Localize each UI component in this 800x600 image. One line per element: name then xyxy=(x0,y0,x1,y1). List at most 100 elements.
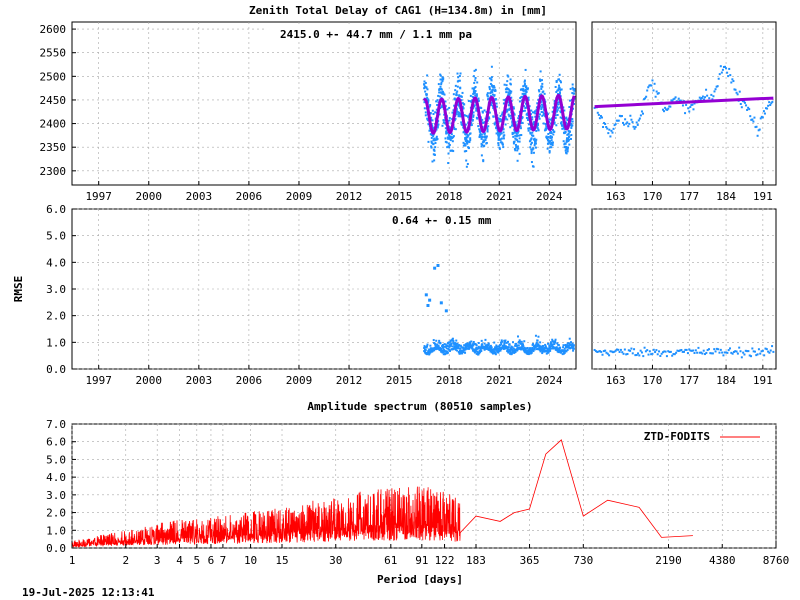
ztd-point xyxy=(532,123,535,126)
rmse-point xyxy=(520,346,523,349)
rmse-zoom-point xyxy=(704,353,707,356)
rmse-zoom-point xyxy=(626,352,629,355)
ztd-zoom-point xyxy=(657,92,660,95)
ztd-point xyxy=(522,105,525,108)
ztd-point xyxy=(438,91,441,94)
ztd-point xyxy=(431,119,434,122)
ztd-point xyxy=(507,113,510,116)
rmse-point xyxy=(557,344,560,347)
ztd-point xyxy=(515,138,518,141)
rmse-xtick-label: 2024 xyxy=(536,374,563,387)
ztd-point xyxy=(538,90,541,93)
ztd-point xyxy=(502,135,505,138)
rmse-point xyxy=(444,345,447,348)
ztd-point xyxy=(465,159,468,162)
rmse-point xyxy=(567,344,570,347)
ztd-zoom-point xyxy=(620,115,623,118)
ztd-point xyxy=(469,132,472,135)
rmse-outlier xyxy=(436,264,440,267)
spectrum-xtick-label: 3 xyxy=(154,554,161,567)
rmse-zoom-point xyxy=(597,350,600,353)
ztd-point xyxy=(479,130,482,133)
ztd-point xyxy=(443,93,446,96)
ztd-point xyxy=(472,114,475,117)
ztd-point xyxy=(513,113,516,116)
ztd-point xyxy=(534,112,537,115)
ztd-zoom-point xyxy=(747,106,750,109)
ztd-point xyxy=(455,109,458,112)
rmse-zoom-point xyxy=(690,349,693,352)
ztd-zoom-point xyxy=(649,84,652,87)
ztd-point xyxy=(481,111,484,114)
rmse-point xyxy=(509,349,512,352)
spectrum-title: Amplitude spectrum (80510 samples) xyxy=(307,400,532,413)
ztd-point xyxy=(424,85,427,88)
ztd-zoom-point xyxy=(756,134,759,137)
rmse-zoom-point xyxy=(713,348,716,351)
ztd-xtick-label: 1997 xyxy=(85,190,112,203)
ztd-point xyxy=(567,137,570,140)
ztd-point xyxy=(532,151,535,154)
ztd-point xyxy=(433,148,436,151)
ztd-point xyxy=(442,77,445,80)
rmse-point xyxy=(490,347,493,350)
ztd-point xyxy=(542,122,545,125)
ztd-ytick-label: 2550 xyxy=(40,47,67,60)
ztd-point xyxy=(479,135,482,138)
ztd-point xyxy=(437,123,440,126)
ztd-zoom-point xyxy=(750,118,753,121)
ztd-point xyxy=(458,112,461,115)
rmse-zoom-point xyxy=(686,352,689,355)
ztd-point xyxy=(516,145,519,148)
ztd-point xyxy=(507,93,510,96)
ztd-point xyxy=(520,88,523,91)
ztd-point xyxy=(500,132,503,135)
ztd-point xyxy=(508,107,511,110)
rmse-point xyxy=(427,351,430,354)
rmse-ylabel: RMSE xyxy=(12,276,25,303)
ztd-zoom-point xyxy=(617,119,620,122)
rmse-point xyxy=(472,343,475,346)
ztd-point xyxy=(434,142,437,145)
ztd-point xyxy=(454,84,457,87)
rmse-point xyxy=(562,344,565,347)
rmse-point xyxy=(556,342,559,345)
ztd-point xyxy=(560,121,563,124)
ztd-point xyxy=(425,93,428,96)
ztd-point xyxy=(488,88,491,91)
ztd-point xyxy=(504,115,507,118)
rmse-zoom-point xyxy=(661,351,664,354)
rmse-point xyxy=(479,351,482,354)
ztd-point xyxy=(488,77,491,80)
ztd-point xyxy=(526,112,529,115)
ztd-zoom-point xyxy=(644,97,647,100)
ztd-point xyxy=(564,130,567,133)
ztd-point xyxy=(505,87,508,90)
ztd-point xyxy=(457,113,460,116)
rmse-zoom-point xyxy=(633,348,636,351)
rmse-point xyxy=(564,344,567,347)
ztd-point xyxy=(441,124,444,127)
ztd-point xyxy=(532,134,535,137)
ztd-point xyxy=(457,104,460,107)
ztd-point xyxy=(525,85,528,88)
rmse-point xyxy=(474,351,477,354)
ztd-zoom-point xyxy=(639,114,642,117)
rmse-point xyxy=(453,343,456,346)
ztd-point xyxy=(523,83,526,86)
rmse-zoom-point xyxy=(683,350,685,353)
rmse-outlier xyxy=(424,293,428,297)
ztd-point xyxy=(558,91,561,94)
ztd-point xyxy=(451,140,454,143)
rmse-point xyxy=(423,350,426,353)
rmse-zoom-point xyxy=(769,349,772,352)
rmse-zoom-point xyxy=(672,353,675,356)
ztd-point xyxy=(433,137,436,140)
rmse-point xyxy=(428,348,431,351)
rmse-point xyxy=(551,338,554,341)
rmse-point xyxy=(468,347,471,350)
rmse-point xyxy=(503,344,506,347)
rmse-zoom-point xyxy=(772,350,775,353)
rmse-point xyxy=(465,347,468,350)
ztd-zoom-point xyxy=(736,93,739,96)
